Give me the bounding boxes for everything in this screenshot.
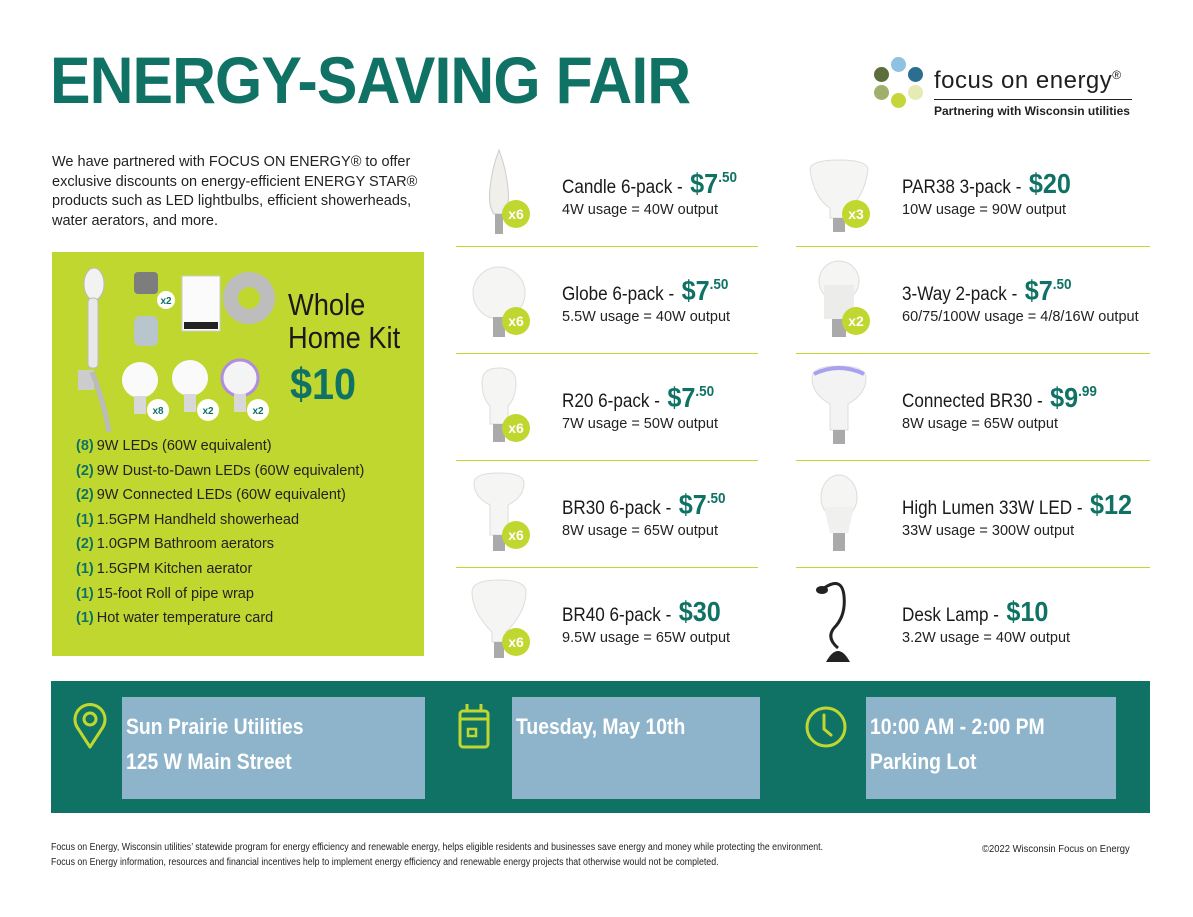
product-spec: 3.2W usage = 40W output — [902, 630, 1071, 646]
product-name: BR30 6-pack - — [562, 498, 677, 519]
focus-on-energy-logo: focus on energy® Partnering with Wiscons… — [872, 55, 1142, 125]
pack-badge: x6 — [502, 414, 530, 442]
location-address: 125 W Main Street — [126, 749, 292, 774]
kit-item: (1) 15-foot Roll of pipe wrap — [76, 585, 254, 602]
kit-item: (2) 9W Dust-to-Dawn LEDs (60W equivalent) — [76, 462, 365, 479]
event-venue: Parking Lot — [870, 749, 977, 774]
pack-badge: x6 — [502, 200, 530, 228]
logo-divider — [934, 99, 1132, 100]
product-price: $7 — [681, 275, 710, 306]
whole-home-kit-panel: x2 x8 x2 x2 Whole Home Kit $10 (8) 9W LED… — [52, 252, 424, 656]
product-spec: 33W usage = 300W output — [902, 523, 1075, 539]
product-spec: 8W usage = 65W output — [562, 523, 718, 539]
page-title: ENERGY-SAVING FAIR — [50, 43, 691, 117]
product-name: High Lumen 33W LED - — [902, 498, 1088, 519]
kit-item: (1) 1.5GPM Kitchen aerator — [76, 560, 253, 577]
high-lumen-bulb-icon — [820, 474, 858, 551]
product-spec: 7W usage = 50W output — [562, 416, 718, 432]
product-desk-lamp: Desk Lamp - $10 3.2W usage = 40W output — [796, 568, 1150, 675]
pack-badge: x6 — [502, 307, 530, 335]
location-name: Sun Prairie Utilities — [126, 714, 304, 739]
product-spec: 4W usage = 40W output — [562, 202, 718, 218]
pack-badge: x2 — [842, 307, 870, 335]
br40-bulb-icon — [471, 579, 527, 658]
event-time: 10:00 AM - 2:00 PM — [870, 714, 1045, 739]
product-globe: x6 Globe 6-pack - $7.50 5.5W usage = 40W… — [456, 247, 758, 354]
event-info-band: Sun Prairie Utilities 125 W Main Street … — [51, 681, 1150, 813]
kit-title: Whole Home Kit — [288, 287, 401, 355]
product-spec: 60/75/100W usage = 4/8/16W output — [902, 309, 1139, 325]
connected-br30-bulb-icon — [811, 365, 867, 444]
product-price: $12 — [1090, 489, 1133, 520]
intro-paragraph: We have partnered with FOCUS ON ENERGY® … — [52, 154, 418, 229]
clock-icon — [805, 706, 847, 748]
svg-text:x8: x8 — [152, 406, 164, 417]
product-name: PAR38 3-pack - — [902, 177, 1027, 198]
kit-price: $10 — [290, 360, 357, 409]
footer-disclaimer: Focus on Energy, Wisconsin utilities’ st… — [51, 842, 824, 868]
product-spec: 10W usage = 90W output — [902, 202, 1067, 218]
product-price: $10 — [1006, 596, 1049, 627]
kit-item-list: (8) 9W LEDs (60W equivalent) (2) 9W Dust-t… — [76, 434, 364, 631]
product-price: $7 — [667, 382, 696, 413]
product-price: $20 — [1028, 168, 1071, 199]
product-price: $7 — [690, 168, 719, 199]
product-name: 3-Way 2-pack - — [902, 284, 1023, 305]
logo-brand: focus on energy® — [934, 67, 1122, 94]
product-par38: x3 PAR38 3-pack - $20 10W usage = 90W ou… — [796, 140, 1150, 247]
pack-badge: x6 — [502, 521, 530, 549]
product-br30: x6 BR30 6-pack - $7.50 8W usage = 65W ou… — [456, 461, 758, 568]
product-spec: 8W usage = 65W output — [902, 416, 1058, 432]
product-name: Desk Lamp - — [902, 605, 1004, 626]
kit-products-image: x2 x8 x2 x2 — [78, 267, 275, 433]
calendar-icon — [458, 704, 490, 749]
product-spec: 9.5W usage = 65W output — [562, 630, 731, 646]
kit-item: (2) 1.0GPM Bathroom aerators — [76, 536, 275, 553]
product-price: $30 — [678, 596, 721, 627]
location-box: Sun Prairie Utilities 125 W Main Street — [122, 697, 425, 799]
product-high-lumen: High Lumen 33W LED - $12 33W usage = 300… — [796, 461, 1150, 568]
product-r20: x6 R20 6-pack - $7.50 7W usage = 50W out… — [456, 354, 758, 461]
product-name: Candle 6-pack - — [562, 177, 688, 198]
svg-text:x2: x2 — [202, 406, 214, 417]
time-box: 10:00 AM - 2:00 PM Parking Lot — [866, 697, 1116, 799]
product-name: R20 6-pack - — [562, 391, 665, 412]
pack-badge: x3 — [842, 200, 870, 228]
date-box: Tuesday, May 10th — [512, 697, 760, 799]
logo-dots-icon — [872, 55, 932, 108]
kit-item: (2) 9W Connected LEDs (60W equivalent) — [76, 487, 346, 504]
product-column-right: x3 PAR38 3-pack - $20 10W usage = 90W ou… — [796, 140, 1150, 675]
product-column-left: x6 Candle 6-pack - $7.50 4W usage = 40W … — [456, 140, 758, 675]
product-price: $7 — [1024, 275, 1053, 306]
product-name: Globe 6-pack - — [562, 284, 679, 305]
pack-badge: x6 — [502, 628, 530, 656]
product-connected-br30: Connected BR30 - $9.99 8W usage = 65W ou… — [796, 354, 1150, 461]
event-date: Tuesday, May 10th — [516, 714, 686, 739]
kit-item: (1) Hot water temperature card — [76, 610, 274, 627]
product-spec: 5.5W usage = 40W output — [562, 309, 731, 325]
product-price: $7 — [678, 489, 707, 520]
product-price: $9 — [1050, 382, 1079, 413]
map-pin-icon — [73, 703, 107, 749]
product-name: Connected BR30 - — [902, 391, 1048, 412]
copyright: ©2022 Wisconsin Focus on Energy — [982, 843, 1130, 855]
candle-bulb-icon — [489, 148, 509, 234]
product-candle: x6 Candle 6-pack - $7.50 4W usage = 40W … — [456, 140, 758, 247]
desk-lamp-icon — [816, 582, 850, 662]
logo-tagline: Partnering with Wisconsin utilities — [934, 104, 1130, 118]
kit-item: (1) 1.5GPM Handheld showerhead — [76, 511, 300, 528]
product-br40: x6 BR40 6-pack - $30 9.5W usage = 65W ou… — [456, 568, 758, 675]
svg-text:x2: x2 — [252, 406, 264, 417]
product-name: BR40 6-pack - — [562, 605, 677, 626]
svg-text:x2: x2 — [160, 296, 172, 307]
product-3way: x2 3-Way 2-pack - $7.50 60/75/100W usage… — [796, 247, 1150, 354]
kit-item: (8) 9W LEDs (60W equivalent) — [76, 438, 272, 454]
